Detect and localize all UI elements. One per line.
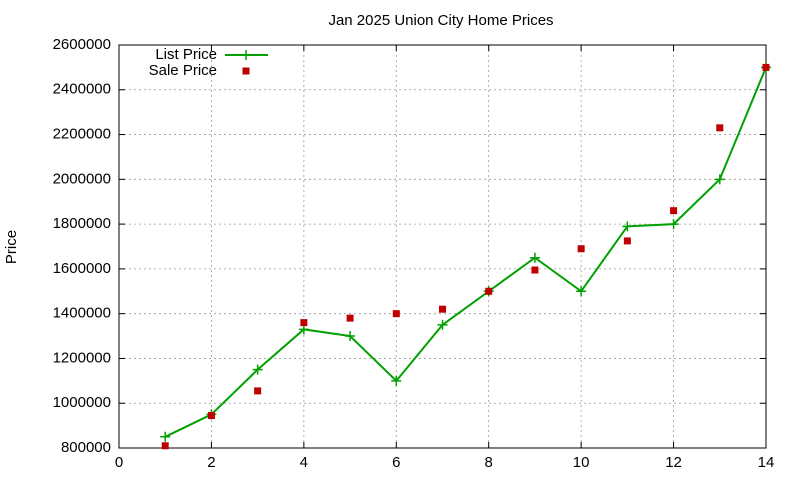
y-tick-label: 1200000 [53, 349, 111, 366]
point [716, 124, 724, 132]
point [254, 387, 262, 395]
point [762, 63, 770, 71]
point [160, 431, 171, 442]
point [577, 245, 585, 253]
y-tick-label: 1000000 [53, 394, 111, 411]
x-tick-label: 12 [665, 454, 682, 471]
point [529, 252, 540, 263]
legend-marker [241, 50, 251, 60]
point [252, 364, 263, 375]
x-tick-label: 2 [207, 454, 215, 471]
point [439, 305, 446, 313]
legend-label: List Price [155, 46, 217, 63]
point [531, 266, 539, 274]
x-tick-label: 4 [300, 454, 308, 471]
point [485, 287, 493, 295]
point [300, 319, 308, 327]
y-tick-label: 2600000 [53, 36, 111, 53]
y-tick-label: 2200000 [53, 126, 111, 143]
legend-label: Sale Price [149, 62, 217, 79]
point [622, 221, 633, 232]
x-tick-label: 14 [758, 454, 775, 471]
legend-marker [242, 67, 250, 75]
point [391, 375, 402, 386]
y-tick-label: 1400000 [53, 305, 111, 322]
y-tick-label: 2000000 [53, 170, 111, 187]
x-tick-label: 6 [392, 454, 400, 471]
line [164, 67, 767, 438]
point [392, 310, 400, 318]
point [670, 207, 678, 215]
x-tick-label: 0 [115, 454, 123, 471]
chart-title: Jan 2025 Union City Home Prices [328, 12, 553, 29]
point [437, 319, 448, 330]
x-tick-label: 8 [485, 454, 493, 471]
y-tick-label: 2400000 [53, 81, 111, 98]
point [576, 286, 587, 297]
x-tick-label: 10 [573, 454, 590, 471]
y-tick-label: 1600000 [53, 260, 111, 277]
point [345, 331, 356, 342]
point [207, 412, 215, 420]
point [714, 174, 725, 185]
y-axis-label: Price [3, 230, 20, 264]
point [668, 219, 679, 230]
y-tick-label: 800000 [61, 439, 111, 456]
y-tick-label: 1800000 [53, 215, 111, 232]
point [161, 442, 169, 450]
point [346, 314, 354, 322]
point [623, 237, 631, 245]
plot-frame [118, 44, 767, 449]
